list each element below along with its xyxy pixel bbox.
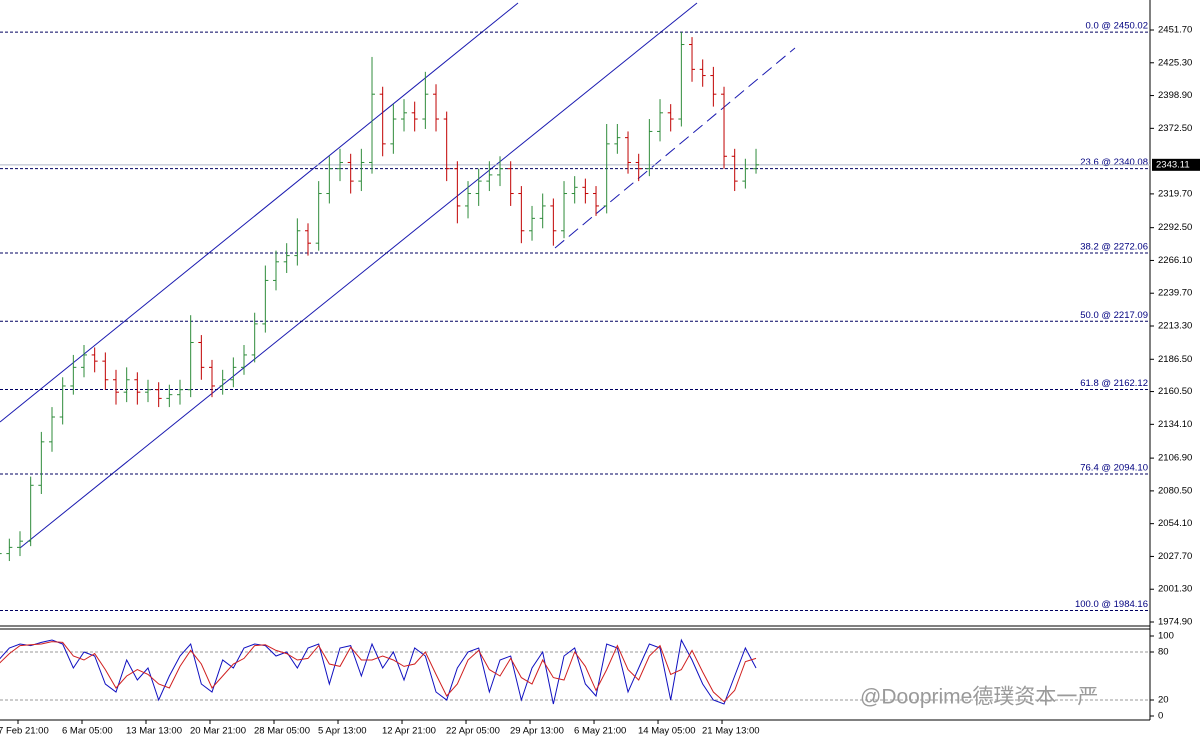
x-tick-label: 28 Mar 05:00: [254, 726, 310, 737]
x-tick-label: 6 Mar 05:00: [62, 726, 113, 737]
fib-label: 23.6 @ 2340.08: [1080, 157, 1148, 168]
y-tick-label: 2451.70: [1158, 25, 1192, 36]
y-tick-label: 2134.10: [1158, 419, 1192, 430]
y-tick-label: 2266.10: [1158, 255, 1192, 266]
y-tick-label: 2160.50: [1158, 386, 1192, 397]
y-tick-label: 2080.50: [1158, 485, 1192, 496]
stoch-line: [0, 638, 757, 705]
channel-line: [0, 2, 519, 423]
channel-line: [554, 47, 796, 249]
y-tick-label: 2186.50: [1158, 354, 1192, 365]
y-tick-label: 100: [1158, 631, 1174, 642]
fib-label: 38.2 @ 2272.06: [1080, 242, 1148, 253]
x-tick-label: 6 May 21:00: [574, 726, 626, 737]
x-tick-label: 21 May 13:00: [702, 726, 760, 737]
x-tick-label: 5 Apr 13:00: [318, 726, 367, 737]
last-price-box: [1152, 158, 1200, 171]
channel-line: [19, 2, 698, 549]
y-tick-label: 2054.10: [1158, 518, 1192, 529]
watermark: @Dooprime德璞资本一严: [860, 686, 1098, 709]
fib-label: 76.4 @ 2094.10: [1080, 463, 1148, 474]
y-tick-label: 20: [1158, 695, 1169, 706]
fib-label: 61.8 @ 2162.12: [1080, 378, 1148, 389]
y-tick-label: 2372.50: [1158, 123, 1192, 134]
x-tick-label: 12 Apr 21:00: [382, 726, 436, 737]
x-tick-label: 29 Apr 13:00: [510, 726, 564, 737]
y-tick-label: 2398.90: [1158, 90, 1192, 101]
last-price-label: 2343.11: [1156, 159, 1190, 170]
y-tick-label: 2319.70: [1158, 188, 1192, 199]
x-tick-label: 22 Apr 05:00: [446, 726, 500, 737]
x-tick-label: 13 Mar 13:00: [126, 726, 182, 737]
y-tick-label: 1974.90: [1158, 617, 1192, 628]
y-tick-label: 2027.70: [1158, 551, 1192, 562]
x-tick-label: 20 Mar 21:00: [190, 726, 246, 737]
y-tick-label: 2106.90: [1158, 453, 1192, 464]
y-tick-label: 0: [1158, 711, 1163, 722]
fib-label: 50.0 @ 2217.09: [1080, 310, 1148, 321]
y-tick-label: 2239.70: [1158, 288, 1192, 299]
y-tick-label: 2292.50: [1158, 222, 1192, 233]
y-tick-label: 2001.30: [1158, 584, 1192, 595]
y-tick-label: 80: [1158, 647, 1169, 658]
fib-label: 0.0 @ 2450.02: [1086, 21, 1148, 32]
y-tick-label: 2425.30: [1158, 57, 1192, 68]
stoch-line: [0, 641, 757, 703]
fib-label: 100.0 @ 1984.16: [1075, 599, 1148, 610]
x-tick-label: 7 Feb 21:00: [0, 726, 49, 737]
x-tick-label: 14 May 05:00: [638, 726, 696, 737]
y-tick-label: 2213.30: [1158, 321, 1192, 332]
